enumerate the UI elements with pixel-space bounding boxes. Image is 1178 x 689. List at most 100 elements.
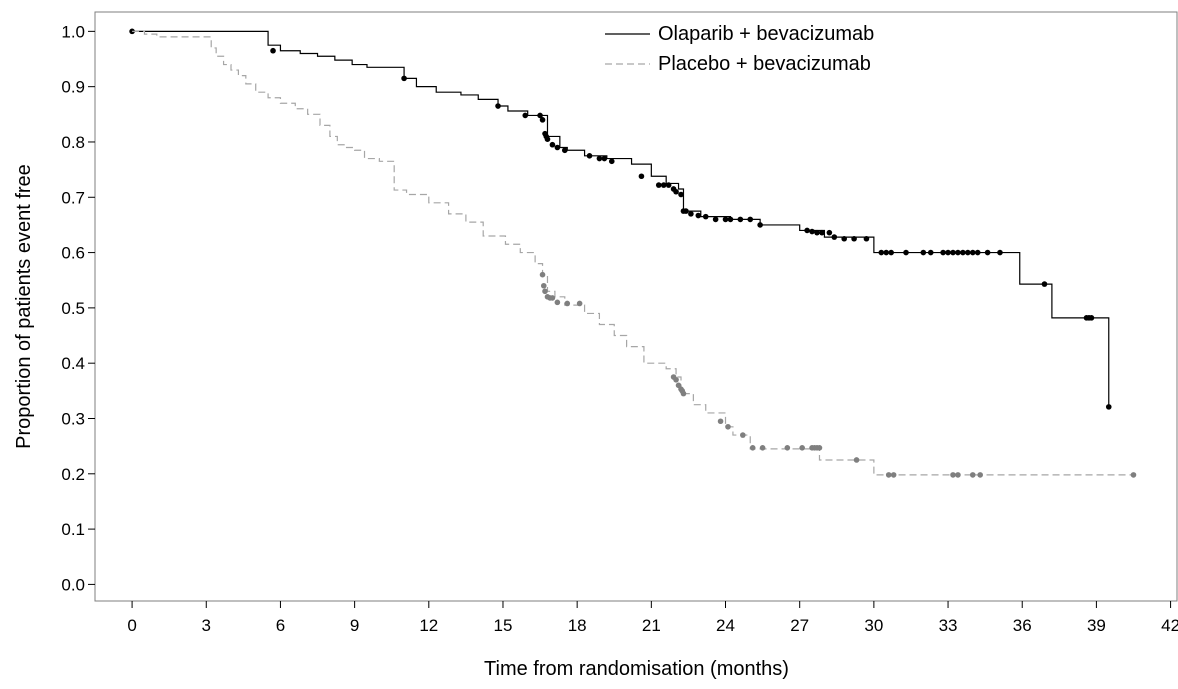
- x-tick-label: 18: [568, 616, 587, 635]
- censor-mark-1: [853, 457, 860, 463]
- censor-mark-0: [1105, 404, 1112, 410]
- x-tick-label: 42: [1161, 616, 1178, 635]
- censor-mark-0: [673, 188, 679, 195]
- censor-mark-0: [712, 216, 719, 223]
- censor-mark-0: [495, 103, 501, 109]
- censor-mark-0: [601, 155, 608, 162]
- y-tick-label: 0.5: [61, 299, 85, 318]
- censor-mark-0: [537, 112, 543, 119]
- censor-mark-1: [816, 445, 823, 451]
- series-line-0: [132, 30, 1110, 407]
- censor-mark-0: [965, 249, 971, 256]
- censor-mark-1: [680, 390, 687, 397]
- censor-mark-1: [977, 472, 983, 478]
- x-tick-label: 3: [202, 616, 211, 635]
- censor-mark-0: [401, 75, 407, 82]
- censor-mark-0: [270, 47, 276, 54]
- censor-mark-1: [725, 423, 731, 430]
- y-axis-title: Proportion of patients event free: [13, 164, 35, 449]
- censor-mark-1: [955, 472, 961, 478]
- censor-mark-0: [655, 182, 662, 188]
- x-tick-label: 24: [716, 616, 735, 635]
- censor-mark-1: [673, 376, 679, 383]
- x-tick-label: 36: [1013, 616, 1032, 635]
- plot-frame: [94, 11, 1178, 602]
- censor-mark-1: [885, 472, 892, 478]
- legend-label-olaparib: Olaparib + bevacizumab: [658, 23, 874, 45]
- censor-mark-0: [841, 235, 847, 242]
- censor-mark-0: [688, 211, 694, 217]
- censor-mark-0: [903, 249, 909, 256]
- censor-mark-1: [542, 288, 548, 295]
- censor-mark-0: [814, 229, 820, 236]
- censor-mark-1: [749, 445, 756, 451]
- x-tick-label: 33: [939, 616, 958, 635]
- censor-mark-0: [888, 249, 894, 256]
- x-tick-label: 0: [127, 616, 136, 635]
- y-tick-label: 0.9: [61, 78, 85, 97]
- censor-mark-0: [950, 249, 956, 256]
- series-layer: [129, 28, 1137, 478]
- censor-mark-0: [960, 249, 966, 256]
- censor-mark-0: [831, 234, 838, 240]
- censor-mark-0: [747, 216, 754, 223]
- censor-mark-0: [586, 152, 593, 159]
- censor-mark-0: [722, 216, 729, 223]
- censor-mark-0: [945, 249, 951, 256]
- x-tick-label: 27: [790, 616, 809, 635]
- censor-mark-0: [940, 249, 946, 256]
- censor-mark-0: [757, 222, 763, 228]
- censor-mark-0: [969, 249, 976, 256]
- censor-mark-1: [759, 445, 766, 451]
- x-tick-label: 6: [276, 616, 285, 635]
- censor-mark-0: [695, 212, 702, 219]
- y-tick-label: 0.4: [61, 354, 85, 373]
- y-tick-label: 0.6: [61, 244, 85, 263]
- axis-layer: 0 3 6 9 12 15 18 21 24 27 30 33 36 39 420.00.10.20.30.…: [61, 22, 1178, 635]
- censor-mark-0: [638, 173, 645, 180]
- censor-mark-0: [544, 136, 551, 143]
- censor-mark-0: [851, 235, 857, 242]
- censor-mark-0: [727, 216, 734, 223]
- censor-mark-0: [863, 235, 870, 242]
- censor-mark-0: [974, 249, 981, 256]
- censor-mark-0: [549, 141, 556, 148]
- x-tick-label: 15: [494, 616, 513, 635]
- censor-mark-0: [878, 249, 885, 256]
- censor-mark-1: [540, 282, 547, 289]
- censor-mark-0: [596, 155, 603, 162]
- censor-mark-1: [549, 295, 556, 301]
- censor-mark-1: [1130, 472, 1137, 478]
- censor-mark-0: [522, 112, 529, 119]
- censor-mark-0: [737, 216, 744, 223]
- x-tick-label: 30: [864, 616, 883, 635]
- censor-mark-1: [717, 418, 724, 425]
- y-tick-label: 1.0: [61, 22, 85, 41]
- series-line-1: [132, 30, 1134, 476]
- y-tick-label: 0.8: [61, 133, 85, 152]
- y-tick-label: 0.3: [61, 409, 85, 428]
- censor-mark-0: [997, 249, 1003, 256]
- censor-mark-0: [665, 182, 672, 188]
- censor-mark-0: [955, 249, 961, 256]
- y-tick-label: 0.2: [61, 465, 85, 484]
- censor-mark-0: [660, 182, 667, 188]
- censor-mark-0: [1088, 315, 1095, 321]
- censor-mark-1: [784, 445, 791, 451]
- censor-mark-0: [826, 229, 833, 236]
- censor-mark-0: [539, 117, 546, 123]
- censor-mark-1: [539, 271, 546, 278]
- censor-mark-0: [883, 249, 890, 256]
- censor-mark-0: [702, 213, 709, 220]
- censor-mark-0: [561, 147, 568, 154]
- y-tick-label: 0.1: [61, 520, 85, 539]
- censor-mark-1: [950, 472, 956, 478]
- censor-mark-0: [927, 249, 934, 256]
- censor-mark-0: [984, 249, 991, 256]
- censor-mark-1: [564, 300, 571, 307]
- censor-mark-0: [683, 208, 689, 214]
- censor-mark-0: [678, 191, 684, 198]
- censor-mark-1: [799, 445, 805, 451]
